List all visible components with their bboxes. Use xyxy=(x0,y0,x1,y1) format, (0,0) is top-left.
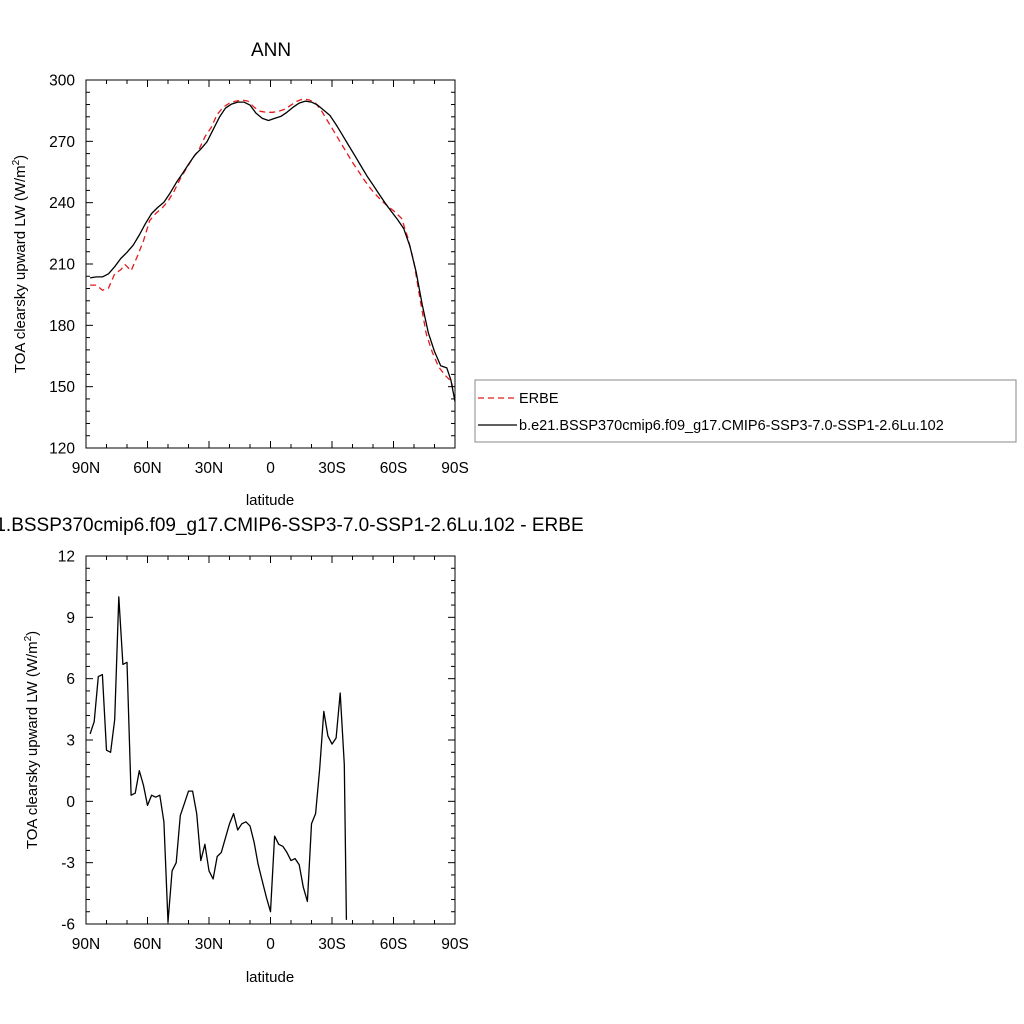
top-y-tick-label: 210 xyxy=(49,257,75,274)
top-y-tick-label: 270 xyxy=(49,134,75,151)
top-x-tick-label: 30N xyxy=(195,460,223,477)
top-axis-ticks: 90N 60N 30N 0 30S 60S 90S 120 150 180 210 240 270 300 xyxy=(49,73,469,478)
top-series-line-1 xyxy=(89,100,456,402)
bottom-title: b.e21.BSSP370cmip6.f09_g17.CMIP6-SSP3-7.… xyxy=(0,515,584,536)
top-series-lines xyxy=(89,98,456,402)
bottom-x-axis-label: latitude xyxy=(246,969,294,986)
legend: ERBE b.e21.BSSP370cmip6.f09_g17.CMIP6-SS… xyxy=(474,379,1017,443)
bottom-x-tick-label: 90S xyxy=(441,936,469,953)
top-x-tick-label: 60S xyxy=(380,460,408,477)
top-x-axis-label: latitude xyxy=(246,492,294,509)
bottom-series-lines xyxy=(89,596,348,923)
bottom-axis-ticks: 90N 60N 30N 0 30S 60S 90S -6 -3 0 3 6 9 12 xyxy=(58,549,469,954)
bottom-x-tick-label: 60S xyxy=(380,936,408,953)
legend-label-erbe: ERBE xyxy=(519,391,559,407)
bottom-y-tick-label: 0 xyxy=(66,794,75,811)
top-title: ANN xyxy=(251,40,291,61)
top-x-tick-label: 0 xyxy=(266,460,275,477)
top-y-tick-label: 150 xyxy=(49,379,75,396)
top-y-axis-label: TOA clearsky upward LW (W/m2) xyxy=(11,155,29,373)
bottom-y-tick-label: -3 xyxy=(61,855,75,872)
bottom-y-axis-label: TOA clearsky upward LW (W/m2) xyxy=(23,631,41,849)
bottom-y-tick-label: 6 xyxy=(66,671,75,688)
bottom-panel: b.e21.BSSP370cmip6.f09_g17.CMIP6-SSP3-7.… xyxy=(0,515,584,986)
top-x-tick-label: 30S xyxy=(318,460,346,477)
top-y-tick-label: 300 xyxy=(49,73,75,90)
top-x-tick-label: 60N xyxy=(133,460,161,477)
top-x-tick-label: 90N xyxy=(72,460,100,477)
bottom-y-tick-label: -6 xyxy=(61,917,75,934)
top-x-tick-label: 90S xyxy=(441,460,469,477)
bottom-plot-frame xyxy=(85,555,456,925)
bottom-x-tick-label: 90N xyxy=(72,936,100,953)
top-y-tick-label: 180 xyxy=(49,318,75,335)
bottom-series-line-0 xyxy=(89,596,348,923)
bottom-y-tick-label: 9 xyxy=(66,610,75,627)
bottom-x-tick-label: 30S xyxy=(318,936,346,953)
top-series-line-0 xyxy=(90,98,454,388)
top-y-tick-label: 240 xyxy=(49,195,75,212)
bottom-y-tick-label: 3 xyxy=(66,733,75,750)
legend-box xyxy=(474,379,1017,443)
top-plot-frame xyxy=(85,79,456,449)
bottom-x-tick-label: 0 xyxy=(266,936,275,953)
bottom-x-tick-label: 30N xyxy=(195,936,223,953)
top-y-tick-label: 120 xyxy=(49,441,75,458)
top-panel: ANN 90N 60N 30N 0 30S 60S 90S 120 150 180 210 240 27… xyxy=(11,40,469,509)
bottom-x-tick-label: 60N xyxy=(133,936,161,953)
legend-label-model: b.e21.BSSP370cmip6.f09_g17.CMIP6-SSP3-7.… xyxy=(519,418,944,434)
bottom-y-tick-label: 12 xyxy=(58,549,75,566)
